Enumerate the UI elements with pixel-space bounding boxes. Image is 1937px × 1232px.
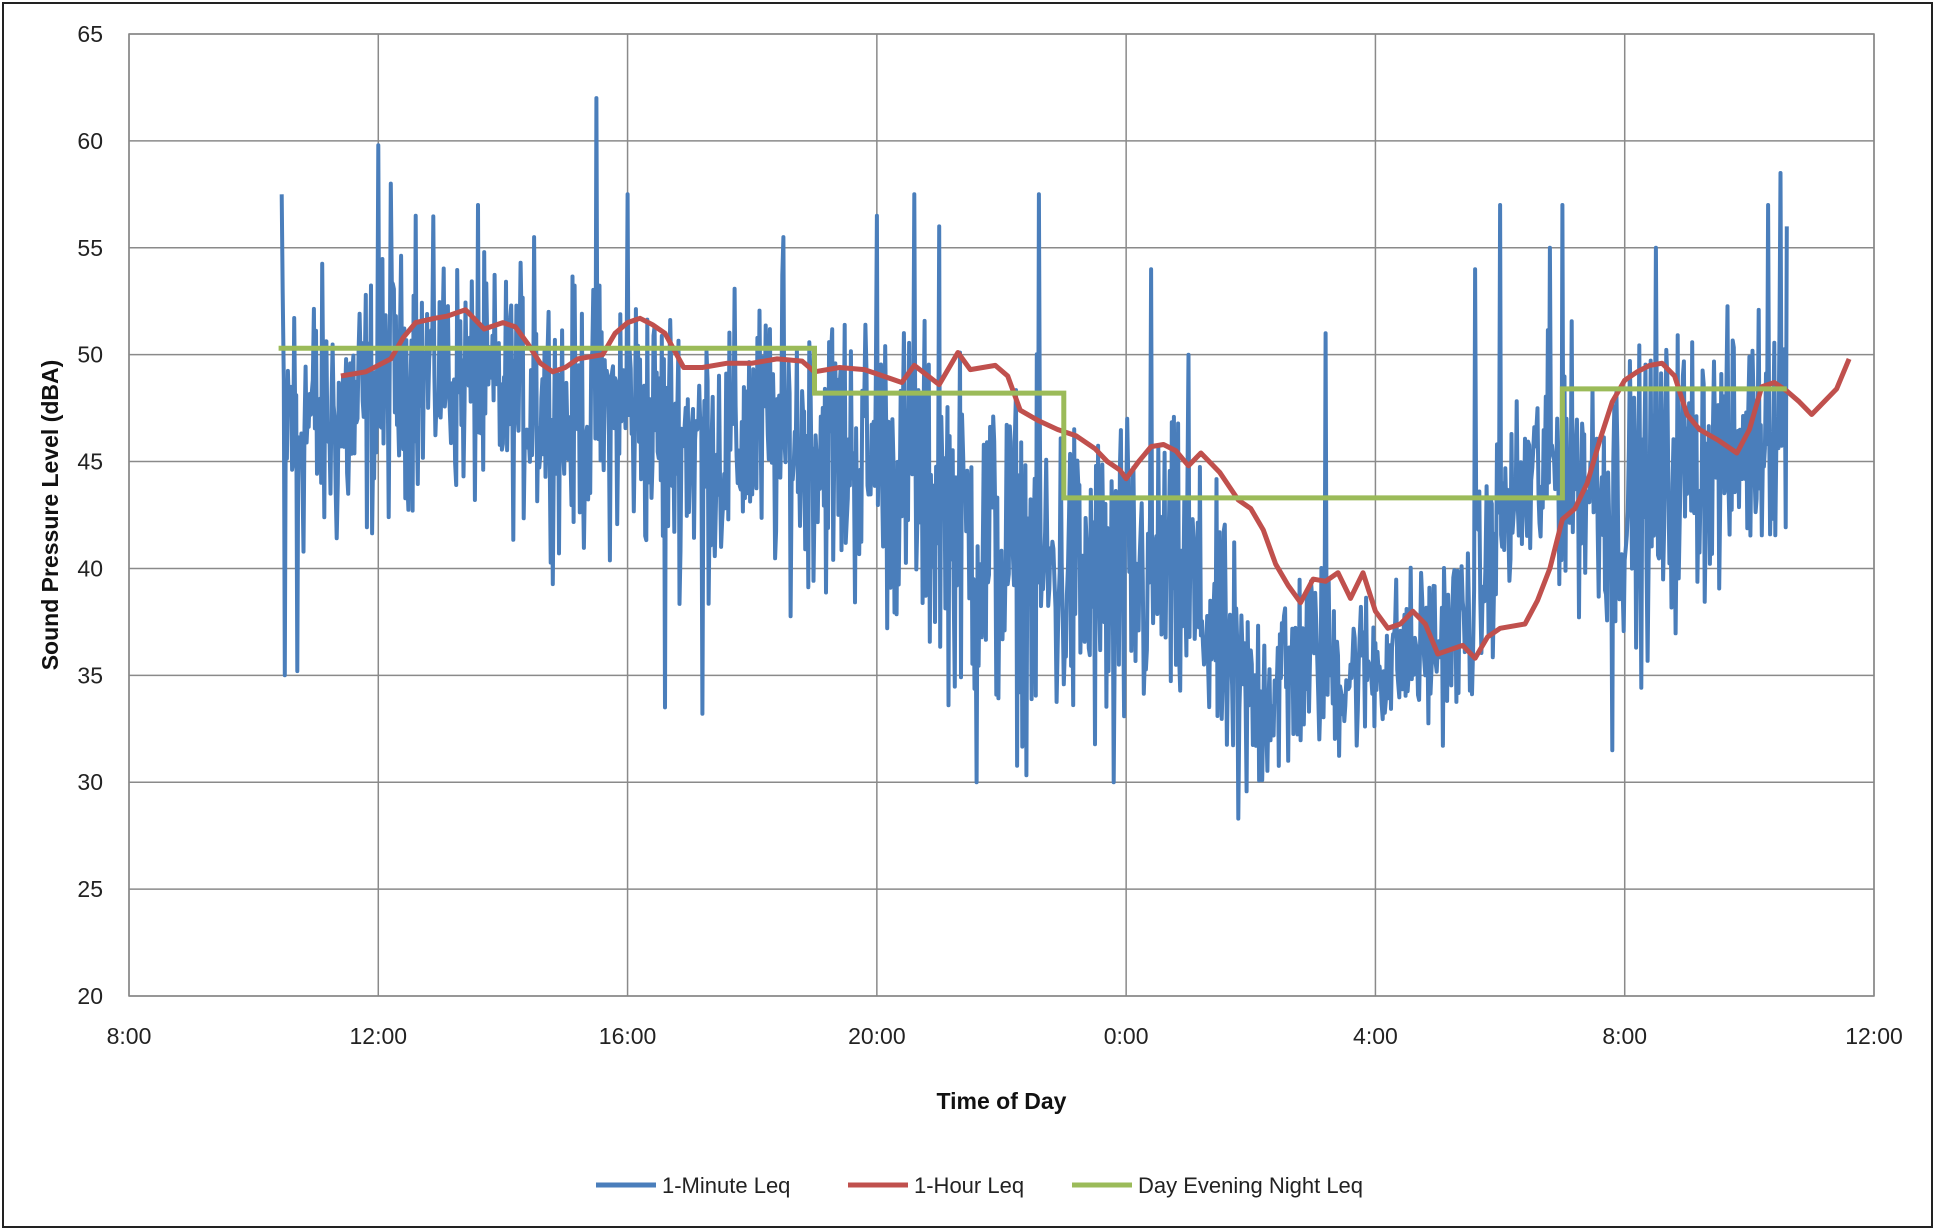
series-lines xyxy=(278,96,1852,821)
legend: 1-Minute Leq 1-Hour Leq Day Evening Night … xyxy=(596,1173,1363,1198)
y-tick-label: 45 xyxy=(77,449,103,475)
series-line-day-evening-night-leq xyxy=(278,345,1787,501)
y-tick-label: 50 xyxy=(77,342,103,368)
y-tick-label: 30 xyxy=(77,769,103,795)
y-tick-label: 40 xyxy=(77,555,103,581)
y-tick-label: 25 xyxy=(77,876,103,902)
legend-entry-1-hour-leq-label: 1-Hour Leq xyxy=(914,1173,1024,1198)
x-tick-label: 0:00 xyxy=(1104,1023,1149,1049)
y-tick-label: 60 xyxy=(77,128,103,154)
x-axis-title: Time of Day xyxy=(937,1088,1067,1114)
y-axis-title: Sound Pressure Level (dBA) xyxy=(37,360,63,671)
x-tick-label: 12:00 xyxy=(350,1023,408,1049)
series-line-1-minute-leq xyxy=(279,96,1789,821)
chart: 20 25 30 35 40 45 50 55 60 65 8:00 12:00 16:00 20:00 0… xyxy=(37,21,1903,1198)
x-tick-label: 8:00 xyxy=(107,1023,152,1049)
y-tick-label: 65 xyxy=(77,21,103,47)
x-tick-label: 20:00 xyxy=(848,1023,906,1049)
series-line-1-hour-leq xyxy=(340,307,1852,661)
y-tick-label: 20 xyxy=(77,983,103,1009)
y-tick-label: 55 xyxy=(77,235,103,261)
x-tick-label: 8:00 xyxy=(1602,1023,1647,1049)
x-tick-label: 12:00 xyxy=(1845,1023,1903,1049)
legend-entry-1-minute-leq-label: 1-Minute Leq xyxy=(662,1173,790,1198)
plot-area-border xyxy=(128,33,1875,997)
x-tick-label: 4:00 xyxy=(1353,1023,1398,1049)
tick-labels: 20 25 30 35 40 45 50 55 60 65 8:00 12:00 16:00 20:00 0… xyxy=(77,21,1902,1049)
x-tick-label: 16:00 xyxy=(599,1023,657,1049)
legend-entry-day-evening-night-leq-label: Day Evening Night Leq xyxy=(1138,1173,1363,1198)
y-tick-label: 35 xyxy=(77,662,103,688)
